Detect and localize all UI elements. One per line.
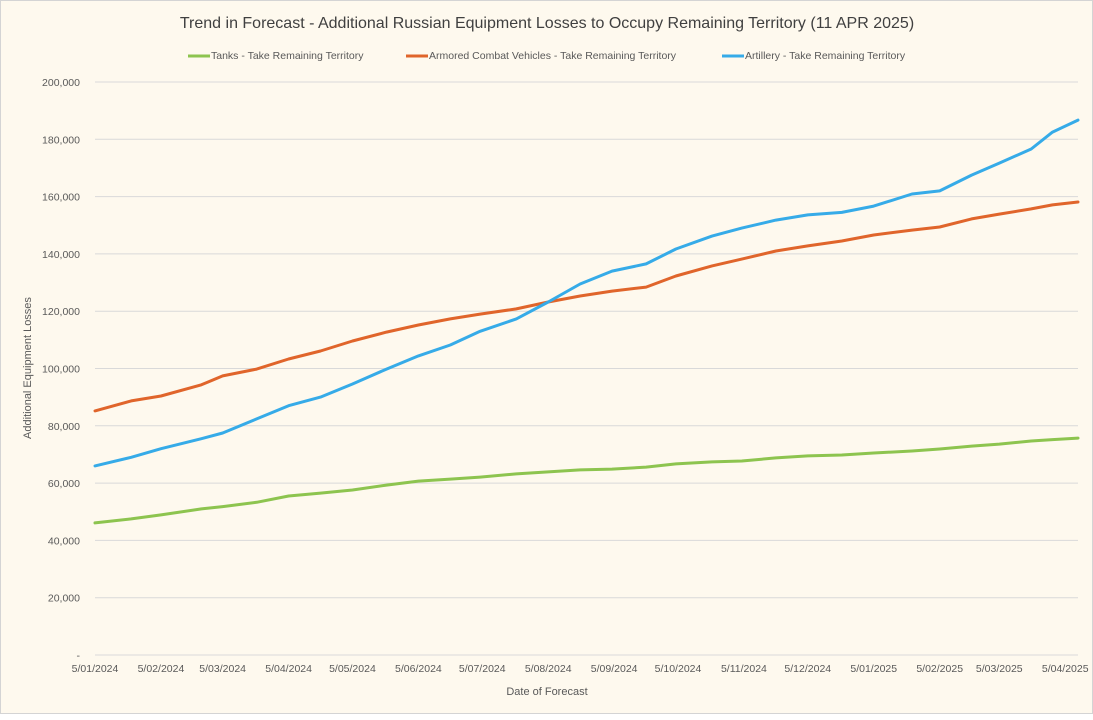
y-tick-label: 200,000 (42, 77, 80, 89)
x-tick-label: 5/01/2024 (72, 663, 119, 675)
x-tick-label: 5/06/2024 (395, 663, 442, 675)
legend-item-1: Armored Combat Vehicles - Take Remaining… (406, 50, 677, 62)
x-tick-label: 5/03/2025 (976, 663, 1023, 675)
y-axis-ticks: - 20,000 40,000 60,000 80,000 100,000 120,000 1… (42, 77, 80, 662)
legend-label: Artillery - Take Remaining Territory (745, 50, 906, 62)
series-lines (93, 118, 1080, 525)
x-axis-ticks: 5/01/2024 5/02/2024 5/03/2024 5/04/2024 5/05… (72, 663, 1089, 675)
legend-item-2: Artillery - Take Remaining Territory (722, 50, 906, 62)
x-axis-label: Date of Forecast (506, 686, 587, 698)
y-tick-label: 40,000 (48, 535, 80, 547)
series-line-1 (93, 200, 1080, 413)
legend: Tanks - Take Remaining Territory Armored … (188, 50, 906, 62)
y-tick-label: 180,000 (42, 134, 80, 146)
x-tick-label: 5/02/2024 (138, 663, 185, 675)
legend-label: Armored Combat Vehicles - Take Remaining… (429, 50, 677, 62)
y-tick-label: - (77, 650, 81, 662)
y-tick-label: 160,000 (42, 192, 80, 204)
gridlines (95, 81, 1078, 656)
x-tick-label: 5/08/2024 (525, 663, 572, 675)
x-tick-label: 5/07/2024 (459, 663, 506, 675)
y-tick-label: 80,000 (48, 421, 80, 433)
x-tick-label: 5/12/2024 (784, 663, 831, 675)
y-tick-label: 60,000 (48, 478, 80, 490)
legend-item-0: Tanks - Take Remaining Territory (188, 50, 364, 62)
x-tick-label: 5/10/2024 (655, 663, 702, 675)
x-tick-label: 5/05/2024 (329, 663, 376, 675)
y-axis-label: Additional Equipment Losses (22, 297, 34, 439)
series-line-2 (93, 118, 1080, 468)
x-tick-label: 5/09/2024 (591, 663, 638, 675)
x-tick-label: 5/02/2025 (916, 663, 963, 675)
y-tick-label: 20,000 (48, 593, 80, 605)
x-tick-label: 5/04/2025 (1042, 663, 1089, 675)
legend-label: Tanks - Take Remaining Territory (211, 50, 364, 62)
y-tick-label: 100,000 (42, 364, 80, 376)
x-tick-label: 5/03/2024 (199, 663, 246, 675)
x-tick-label: 5/04/2024 (265, 663, 312, 675)
x-tick-label: 5/11/2024 (721, 663, 767, 675)
chart-title: Trend in Forecast - Additional Russian E… (180, 15, 914, 32)
y-tick-label: 140,000 (42, 249, 80, 261)
series-line-0 (93, 436, 1080, 525)
y-tick-label: 120,000 (42, 306, 80, 318)
x-tick-label: 5/01/2025 (850, 663, 897, 675)
